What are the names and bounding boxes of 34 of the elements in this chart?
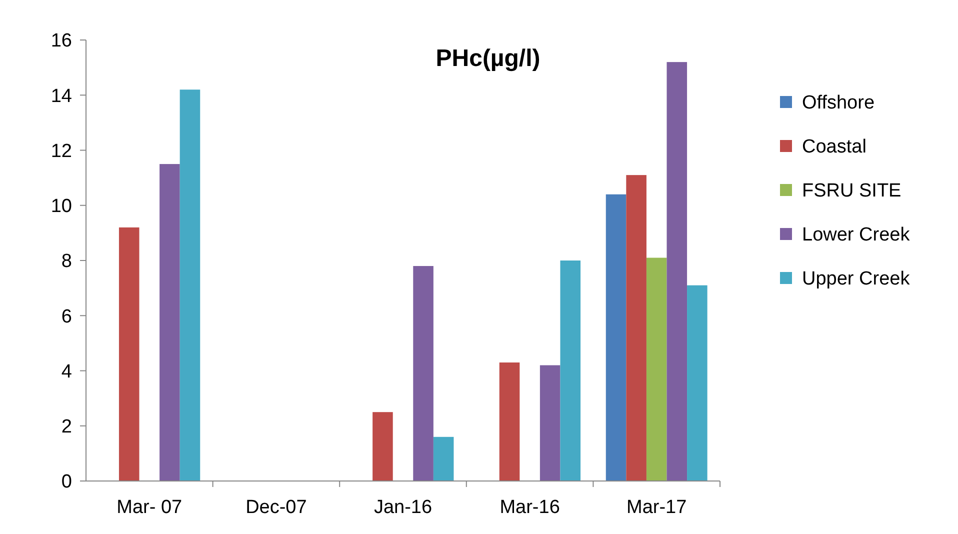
bar	[540, 365, 560, 481]
bar	[499, 362, 520, 481]
bar	[560, 260, 581, 481]
x-tick-label: Jan-16	[374, 497, 432, 518]
y-tick-label: 16	[50, 30, 72, 52]
y-tick-label: 2	[61, 416, 72, 438]
legend-label: Offshore	[802, 92, 875, 114]
y-tick-label: 0	[61, 472, 72, 493]
bar	[687, 285, 708, 481]
y-tick-label: 4	[61, 361, 72, 382]
chart-title: PHc(µg/l)	[436, 45, 540, 72]
legend-label: Coastal	[802, 136, 866, 158]
x-tick-label: Dec-07	[246, 497, 307, 518]
x-tick-label: Mar-16	[500, 497, 560, 518]
y-tick-label: 8	[61, 251, 72, 272]
bar	[433, 436, 454, 481]
bar	[160, 164, 180, 481]
x-tick-label: Mar-17	[626, 497, 687, 518]
bar	[413, 266, 434, 481]
legend-label: FSRU SITE	[802, 180, 902, 202]
x-tick-label: Mar- 07	[116, 497, 182, 518]
bar	[372, 412, 393, 481]
legend-label: Lower Creek	[802, 224, 910, 246]
y-tick-label: 12	[50, 140, 72, 162]
y-tick-label: 6	[61, 306, 72, 328]
y-tick-label: 10	[50, 196, 72, 218]
bar	[180, 90, 200, 481]
bar	[666, 62, 688, 481]
bar	[118, 227, 140, 481]
y-tick-label: 14	[50, 86, 72, 107]
bar	[646, 258, 667, 481]
legend-label: Upper Creek	[802, 268, 910, 290]
bar	[606, 194, 626, 481]
bar	[626, 175, 646, 481]
